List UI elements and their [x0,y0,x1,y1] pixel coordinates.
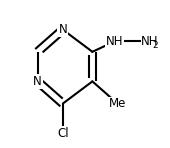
Text: NH: NH [141,35,159,48]
Text: NH: NH [106,35,123,48]
Text: N: N [33,75,42,88]
Text: Cl: Cl [57,127,69,140]
Text: Me: Me [109,97,126,110]
Text: 2: 2 [152,41,158,50]
Text: N: N [58,23,67,36]
